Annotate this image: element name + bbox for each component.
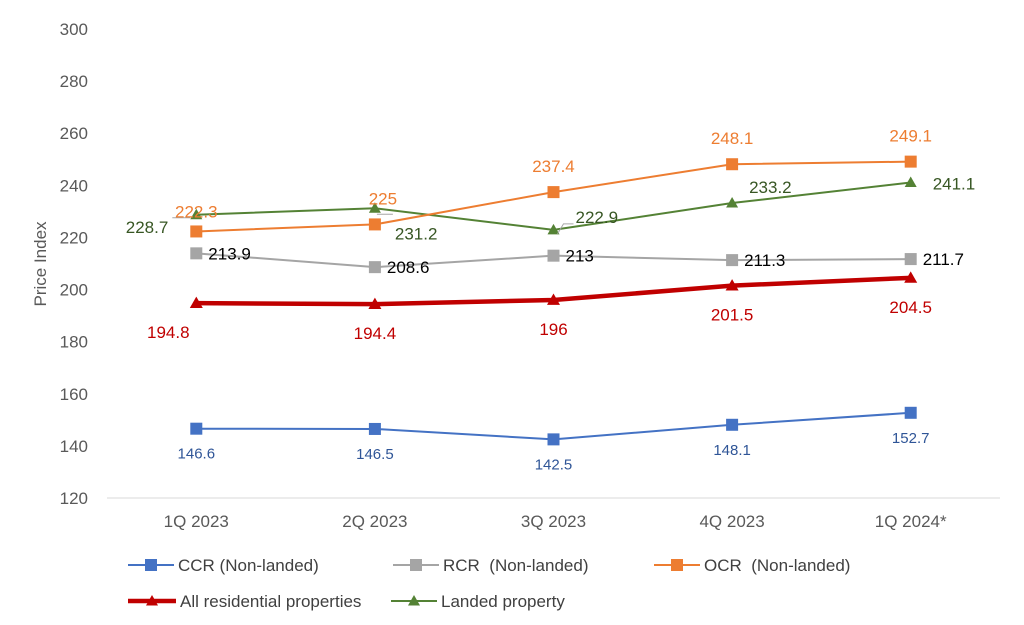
- data-point: [904, 271, 918, 283]
- y-axis-ticks: 120 140 160 180 200 220 240 260 280 300: [60, 20, 88, 508]
- y-tick-label: 260: [60, 124, 88, 143]
- data-label: 222.9: [576, 208, 619, 227]
- legend-item-landed-property: Landed property: [391, 592, 565, 611]
- data-point: [547, 433, 560, 446]
- legend-label: OCR (Non-landed): [704, 556, 850, 575]
- data-point: [904, 253, 917, 266]
- data-label: 146.6: [178, 446, 216, 463]
- data-label: 152.7: [892, 430, 930, 447]
- x-tick-label: 2Q 2023: [342, 512, 407, 531]
- series-layer: [189, 155, 918, 446]
- data-label: 194.8: [147, 323, 190, 342]
- legend-item-ocr-non-landed: OCR (Non-landed): [654, 556, 850, 575]
- data-point: [547, 293, 560, 305]
- legend-item-ccr-non-landed: CCR (Non-landed): [128, 556, 319, 575]
- x-tick-label: 1Q 2024*: [875, 512, 947, 531]
- y-tick-label: 220: [60, 228, 88, 247]
- y-tick-label: 120: [60, 489, 88, 508]
- legend-marker: [410, 559, 422, 571]
- data-label: 142.5: [535, 456, 573, 473]
- data-point: [547, 249, 560, 262]
- y-tick-label: 200: [60, 281, 88, 300]
- series-landed-property: [190, 176, 917, 235]
- legend-marker: [145, 559, 157, 571]
- y-tick-label: 180: [60, 333, 88, 352]
- data-labels: 146.6 146.5 142.5 148.1 152.7 213.9 208.6 213 21…: [126, 127, 975, 474]
- y-tick-label: 160: [60, 385, 88, 404]
- series-all-residential-properties: [189, 271, 918, 310]
- data-label: 213: [566, 247, 594, 266]
- legend-label: CCR (Non-landed): [178, 556, 319, 575]
- data-label: 231.2: [395, 224, 438, 243]
- data-point: [726, 158, 739, 171]
- data-point: [190, 225, 203, 238]
- data-point: [547, 186, 560, 199]
- legend-marker: [671, 559, 683, 571]
- data-point: [725, 279, 739, 291]
- y-tick-label: 140: [60, 437, 88, 456]
- legend-label: Landed property: [441, 592, 565, 611]
- data-label: 213.9: [208, 244, 251, 263]
- legend-marker: [408, 595, 420, 606]
- data-label: 194.4: [354, 324, 397, 343]
- data-label: 233.2: [749, 178, 792, 197]
- data-point: [190, 247, 203, 260]
- x-tick-label: 1Q 2023: [164, 512, 229, 531]
- data-label: 237.4: [532, 157, 575, 176]
- data-point: [904, 406, 917, 419]
- data-point: [904, 176, 917, 187]
- data-point: [368, 422, 381, 435]
- data-point: [368, 218, 381, 231]
- series-ocr-non-landed: [190, 155, 917, 238]
- x-tick-label: 3Q 2023: [521, 512, 586, 531]
- data-label: 249.1: [889, 127, 932, 146]
- data-label: 196: [539, 320, 567, 339]
- data-label: 148.1: [713, 442, 751, 459]
- data-point: [547, 223, 560, 235]
- data-label: 222.3: [175, 202, 218, 221]
- legend-item-rcr-non-landed: RCR (Non-landed): [393, 556, 589, 575]
- data-label: 248.1: [711, 129, 754, 148]
- legend-marker: [146, 595, 158, 606]
- legend-item-all-residential-properties: All residential properties: [128, 592, 361, 611]
- y-tick-label: 240: [60, 176, 88, 195]
- data-label: 211.7: [923, 250, 964, 269]
- data-point: [726, 418, 739, 431]
- data-label: 201.5: [711, 306, 754, 325]
- data-point: [190, 422, 203, 435]
- data-point: [368, 261, 381, 274]
- legend-label: RCR (Non-landed): [443, 556, 589, 575]
- x-tick-label: 4Q 2023: [699, 512, 764, 531]
- label-leader-line: [557, 223, 574, 235]
- data-label: 211.3: [744, 251, 785, 270]
- data-label: 208.6: [387, 258, 430, 277]
- data-label: 228.7: [126, 218, 169, 237]
- data-label: 204.5: [889, 298, 932, 317]
- y-tick-label: 300: [60, 20, 88, 39]
- legend-label: All residential properties: [180, 592, 361, 611]
- y-axis-title: Price Index: [31, 221, 50, 307]
- data-point: [189, 296, 203, 308]
- series-ccr-non-landed: [190, 406, 917, 446]
- data-point: [726, 254, 739, 267]
- series-rcr-non-landed: [190, 247, 917, 274]
- data-label: 225: [369, 189, 397, 208]
- x-axis-ticks: 1Q 2023 2Q 2023 3Q 2023 4Q 2023 1Q 2024*: [107, 497, 1000, 531]
- data-label: 241.1: [933, 174, 976, 193]
- data-point: [726, 197, 739, 208]
- data-label: 146.5: [356, 446, 394, 463]
- data-point: [904, 155, 917, 168]
- data-point: [190, 208, 203, 220]
- data-point: [368, 297, 382, 310]
- y-tick-label: 280: [60, 72, 88, 91]
- legend: CCR (Non-landed) RCR (Non-landed) OCR (Non…: [128, 556, 850, 611]
- data-point: [368, 202, 381, 213]
